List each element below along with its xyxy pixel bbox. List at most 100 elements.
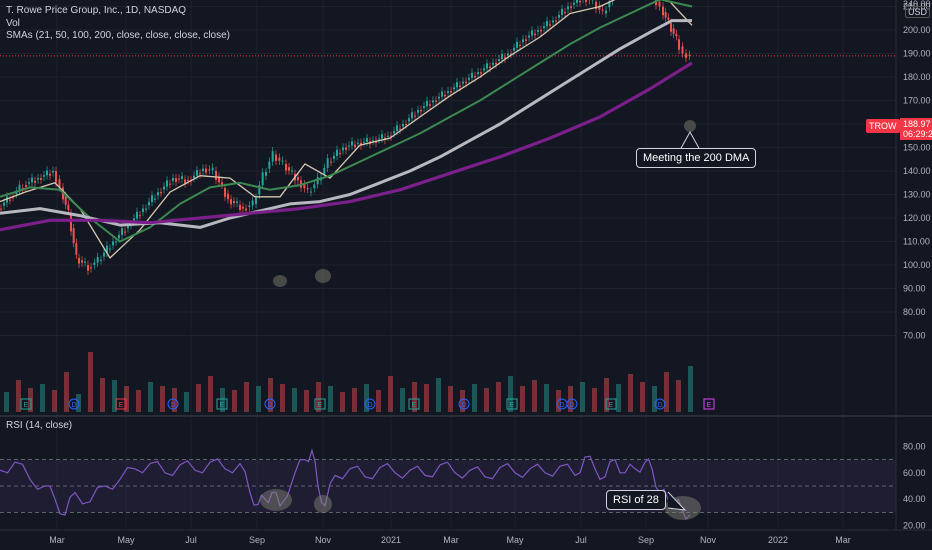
earnings-icon[interactable] <box>605 398 617 410</box>
volume-bar <box>256 386 261 412</box>
candle-body <box>381 134 383 139</box>
dividend-icon[interactable] <box>264 398 276 410</box>
dividend-icon[interactable] <box>566 398 578 410</box>
x-tick-label: Nov <box>700 535 717 545</box>
annotation-rsi[interactable]: RSI of 28 <box>606 490 666 510</box>
volume-legend: Vol <box>6 18 20 29</box>
candle-body <box>507 53 509 56</box>
candle-body <box>239 204 241 211</box>
event-marker-label: D <box>461 402 466 409</box>
candle-body <box>193 175 195 179</box>
volume-bar <box>652 386 657 412</box>
event-marker-label: E <box>609 402 614 409</box>
candle-body <box>215 171 217 180</box>
currency-label[interactable]: USD <box>905 6 931 18</box>
event-marker-label: D <box>367 402 372 409</box>
volume-bar <box>352 388 357 412</box>
chart-title: T. Rowe Price Group, Inc., 1D, NASDAQ <box>6 5 187 16</box>
dividend-icon[interactable] <box>654 398 666 410</box>
candle-body <box>662 6 664 16</box>
candle-body <box>124 231 126 233</box>
earnings-icon[interactable] <box>20 398 32 410</box>
volume-bar <box>52 390 57 412</box>
earnings-icon[interactable] <box>506 398 518 410</box>
candle-body <box>230 199 232 205</box>
volume-bar <box>136 390 141 412</box>
highlight-circle <box>260 489 292 511</box>
candle-body <box>510 53 512 55</box>
dividend-icon[interactable] <box>364 398 376 410</box>
candle-body <box>543 26 545 29</box>
candle-body <box>405 124 407 125</box>
candle-body <box>172 178 174 181</box>
earnings-icon[interactable] <box>703 398 715 410</box>
candle-body <box>96 257 99 263</box>
candle-body <box>106 245 108 253</box>
candle-body <box>390 135 392 137</box>
earnings-icon[interactable] <box>216 398 228 410</box>
sma-200-line <box>0 61 693 232</box>
candle-body <box>40 178 42 180</box>
earnings-icon[interactable] <box>314 398 326 410</box>
volume-bar <box>496 382 501 412</box>
sma-lines <box>0 0 693 259</box>
event-marker-label: E <box>119 402 124 409</box>
candle-body <box>598 5 601 10</box>
candle-body <box>447 91 449 93</box>
earnings-icon[interactable] <box>408 398 420 410</box>
candle-body <box>261 172 264 186</box>
earnings-icon[interactable] <box>115 398 127 410</box>
candle-body <box>459 85 461 87</box>
price-tick-label: 240.00 <box>903 0 931 9</box>
candle-body <box>55 171 57 183</box>
volume-bar <box>532 380 537 412</box>
candle-body <box>576 0 578 3</box>
candle-body <box>417 109 419 113</box>
volume-bar <box>520 386 525 412</box>
event-marker-label: D <box>267 402 272 409</box>
volume-bar <box>184 392 189 412</box>
candle-body <box>323 167 326 175</box>
volume-bar <box>64 372 69 412</box>
candle-body <box>100 259 102 261</box>
dividend-icon[interactable] <box>458 398 470 410</box>
last-price-box: 188.97 06:29:23 <box>900 118 932 140</box>
highlight-circle <box>684 120 696 132</box>
volume-bar <box>640 382 645 412</box>
candle-body <box>675 33 678 37</box>
price-tick-label: 200.00 <box>903 25 931 35</box>
candle-body <box>37 178 39 180</box>
candle-body <box>187 179 189 181</box>
rsi-tick-label: 60.00 <box>903 468 926 478</box>
candle-body <box>169 183 171 185</box>
volume-bar <box>664 372 669 412</box>
candle-body <box>285 163 287 171</box>
price-tick-label: 150.00 <box>903 143 931 153</box>
price-tick-label: 110.00 <box>903 237 930 247</box>
candle-body <box>441 91 443 97</box>
candle-body <box>303 184 306 189</box>
dividend-icon[interactable] <box>68 398 80 410</box>
candle-body <box>444 94 446 97</box>
dividend-icon[interactable] <box>167 398 179 410</box>
candle-body <box>121 228 123 235</box>
candle-body <box>224 187 226 197</box>
candle-body <box>251 200 254 206</box>
candle-body <box>151 195 153 203</box>
candle-body <box>450 91 452 93</box>
annotation-200-dma[interactable]: Meeting the 200 DMA <box>636 148 757 168</box>
candle-body <box>25 185 27 187</box>
candle-body <box>531 30 533 36</box>
event-marker-label: E <box>24 402 29 409</box>
candle-body <box>227 193 229 200</box>
candle-body <box>552 20 554 23</box>
candle-body <box>601 9 604 11</box>
volume-bar <box>604 378 609 412</box>
volume-bar <box>208 376 213 412</box>
event-marker-label: D <box>71 402 76 409</box>
candle-body <box>336 149 338 156</box>
candle-body <box>585 0 587 2</box>
x-tick-label: May <box>506 535 524 545</box>
highlight-circles <box>260 120 701 520</box>
